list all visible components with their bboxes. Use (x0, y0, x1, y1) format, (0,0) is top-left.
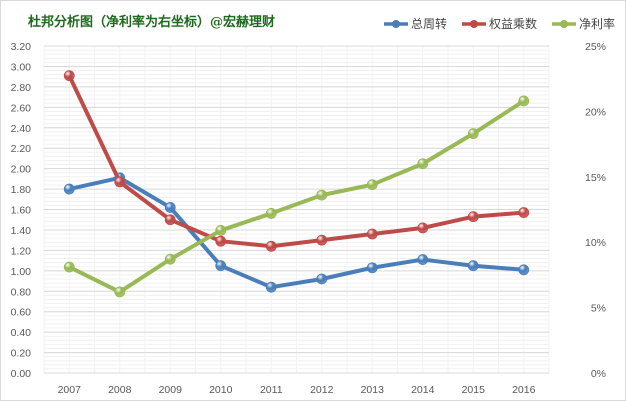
data-point (316, 234, 328, 246)
left-axis-tick-label: 0.00 (11, 368, 32, 380)
series-line (67, 73, 526, 249)
data-point (215, 235, 227, 247)
data-point (265, 240, 277, 252)
legend-item: 总周转 (383, 15, 447, 32)
data-point (366, 228, 378, 240)
data-point (265, 208, 277, 219)
left-axis-tick-label: 1.40 (11, 225, 32, 237)
left-axis-tick-label: 1.00 (11, 266, 32, 278)
data-point (366, 179, 378, 191)
data-point (316, 189, 328, 201)
data-point (215, 260, 227, 272)
right-axis-tick-label: 0% (591, 368, 606, 380)
legend-item: 权益乘数 (461, 15, 537, 32)
left-axis-tick-label: 0.60 (11, 307, 32, 319)
data-point (518, 95, 530, 107)
right-axis-tick-label: 25% (585, 41, 606, 53)
data-point (417, 158, 429, 170)
left-axis-tick-label: 1.80 (11, 184, 32, 196)
left-axis-tick-label: 3.00 (11, 61, 32, 73)
data-point (63, 183, 75, 195)
x-axis-tick-label: 2008 (108, 384, 132, 396)
data-point (518, 264, 530, 276)
right-axis-tick-label: 15% (585, 172, 606, 184)
left-axis-tick-label: 0.40 (11, 327, 32, 339)
data-point (215, 225, 227, 236)
data-point (114, 176, 126, 188)
series-line (67, 175, 526, 290)
legend: 总周转 权益乘数 净利率 (383, 15, 615, 32)
right-axis-tick-label: 5% (591, 303, 606, 315)
data-point (366, 262, 378, 274)
left-axis-tick-label: 2.40 (11, 123, 32, 135)
x-axis-tick-label: 2010 (209, 384, 233, 396)
left-axis-tick-label: 3.20 (11, 41, 32, 53)
legend-marker-icon (461, 19, 486, 28)
data-point (63, 261, 75, 273)
legend-label: 权益乘数 (488, 17, 537, 31)
legend-label: 净利率 (578, 17, 615, 31)
right-axis-tick-label: 10% (585, 237, 606, 249)
left-axis-tick-label: 1.20 (11, 245, 32, 257)
x-axis-tick-label: 2013 (361, 384, 385, 396)
data-point (265, 281, 277, 293)
left-axis-tick-label: 2.60 (11, 102, 32, 114)
series-line (67, 98, 526, 294)
data-point (417, 254, 429, 265)
legend-label: 总周转 (410, 17, 447, 31)
left-axis-tick-label: 2.00 (11, 164, 32, 176)
data-point (164, 253, 176, 265)
legend-marker-icon (383, 19, 408, 28)
data-point (417, 222, 429, 234)
data-point (518, 207, 530, 218)
x-axis-tick-label: 2014 (411, 384, 435, 396)
left-axis-tick-label: 2.20 (11, 143, 32, 155)
x-axis-tick-label: 2007 (58, 384, 82, 396)
legend-marker-icon (551, 19, 576, 28)
left-axis-tick-label: 1.60 (11, 205, 32, 217)
left-axis-tick-label: 2.80 (11, 82, 32, 94)
legend-item: 净利率 (551, 15, 615, 32)
x-axis-tick-label: 2012 (310, 384, 334, 396)
data-point (114, 286, 126, 298)
x-axis-tick-label: 2009 (159, 384, 183, 396)
data-point (316, 273, 328, 285)
x-axis-tick-label: 2015 (462, 384, 486, 396)
right-axis-tick-label: 20% (585, 106, 606, 118)
data-point (467, 260, 479, 272)
data-point (164, 214, 176, 226)
left-axis-tick-label: 0.20 (11, 348, 32, 360)
data-point (164, 202, 176, 213)
left-axis-tick-label: 0.80 (11, 286, 32, 298)
x-axis-tick-label: 2011 (260, 384, 283, 396)
data-point (467, 211, 479, 223)
data-point (467, 128, 479, 140)
chart-title: 杜邦分析图（净利率为右坐标）@宏赫理财 (28, 15, 276, 30)
x-axis-tick-label: 2016 (512, 384, 536, 396)
data-point (63, 70, 75, 82)
